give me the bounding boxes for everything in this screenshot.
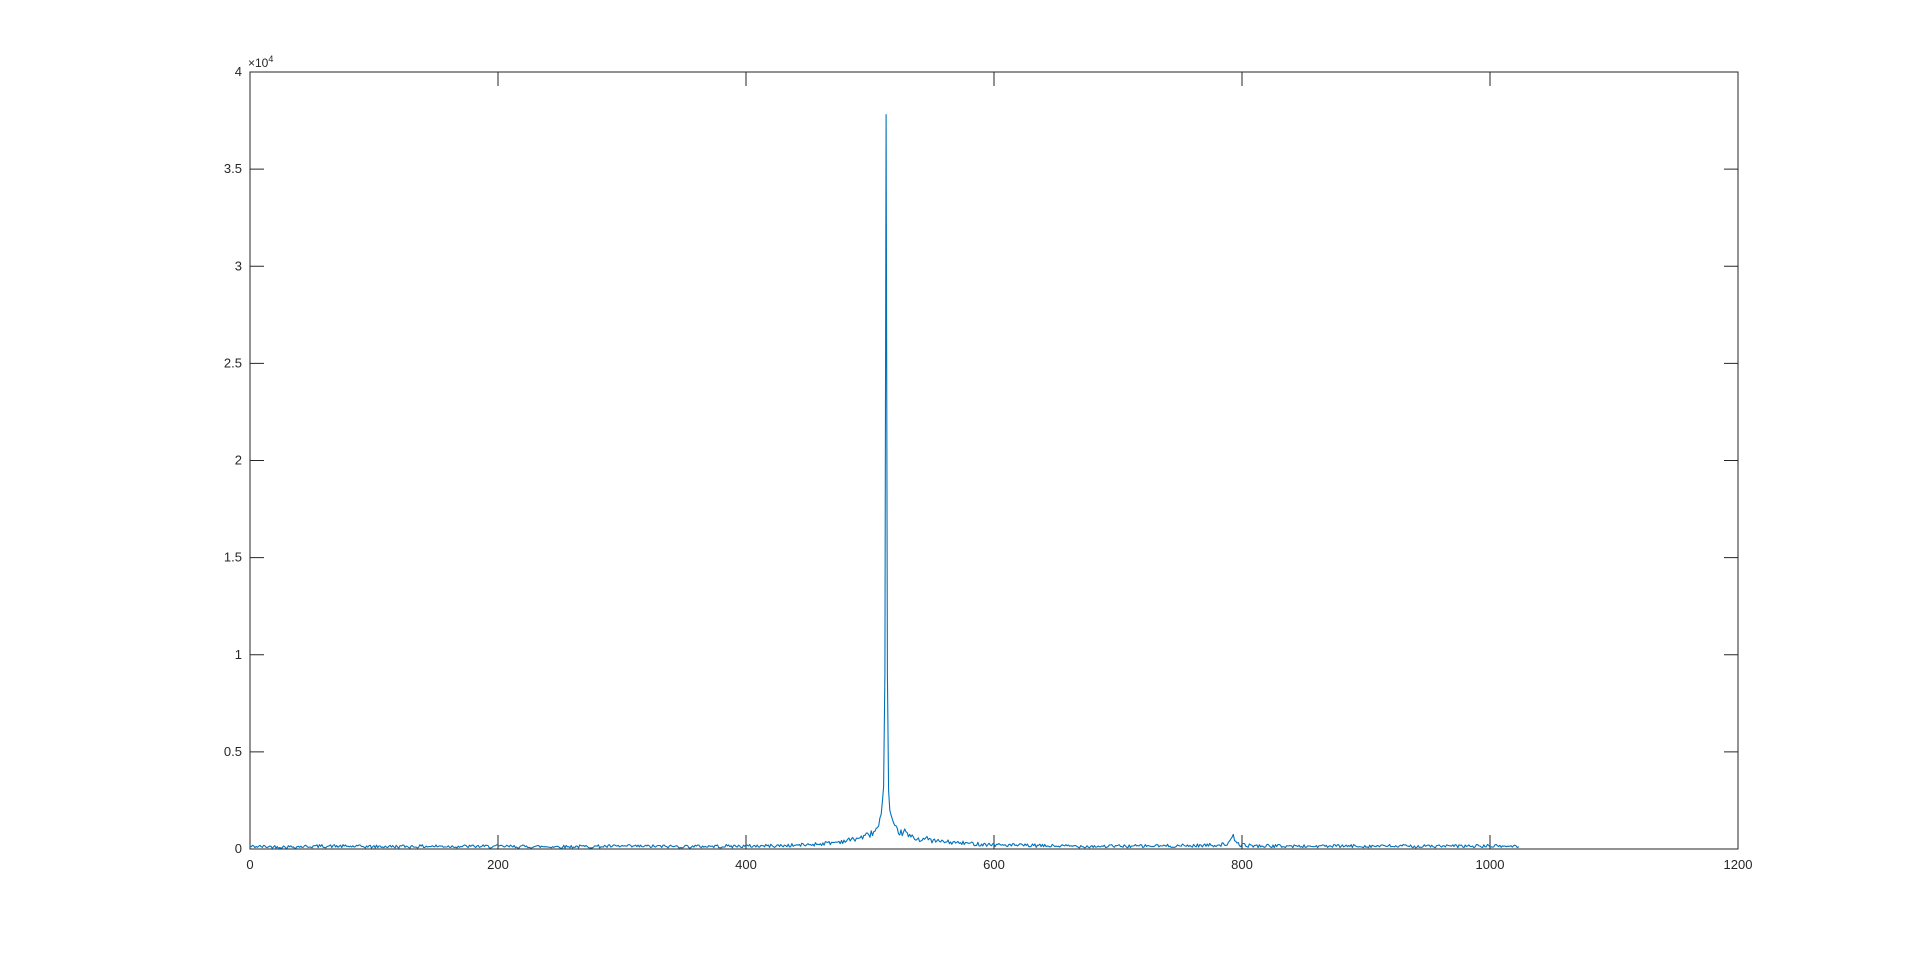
series-line [249,114,1520,849]
x-tick-label: 200 [487,857,509,872]
y-tick-label: 0 [235,841,242,856]
x-tick-label: 0 [246,857,253,872]
y-tick-label: 1.5 [224,550,242,565]
y-tick-label: 3.5 [224,161,242,176]
y-tick-label: 2.5 [224,355,242,370]
y-tick-label: 3 [235,258,242,273]
x-tick-label: 1000 [1476,857,1505,872]
plot-box [249,71,1739,850]
x-tick-label: 800 [1231,857,1253,872]
x-tick-label: 600 [983,857,1005,872]
y-tick-label: 1 [235,647,242,662]
y-tick-label: 4 [235,64,242,79]
y-axis-exponent: ×104 [248,54,273,70]
y-tick-label: 2 [235,453,242,468]
x-tick-label: 1200 [1724,857,1753,872]
x-tick-label: 400 [735,857,757,872]
y-tick-label: 0.5 [224,744,242,759]
